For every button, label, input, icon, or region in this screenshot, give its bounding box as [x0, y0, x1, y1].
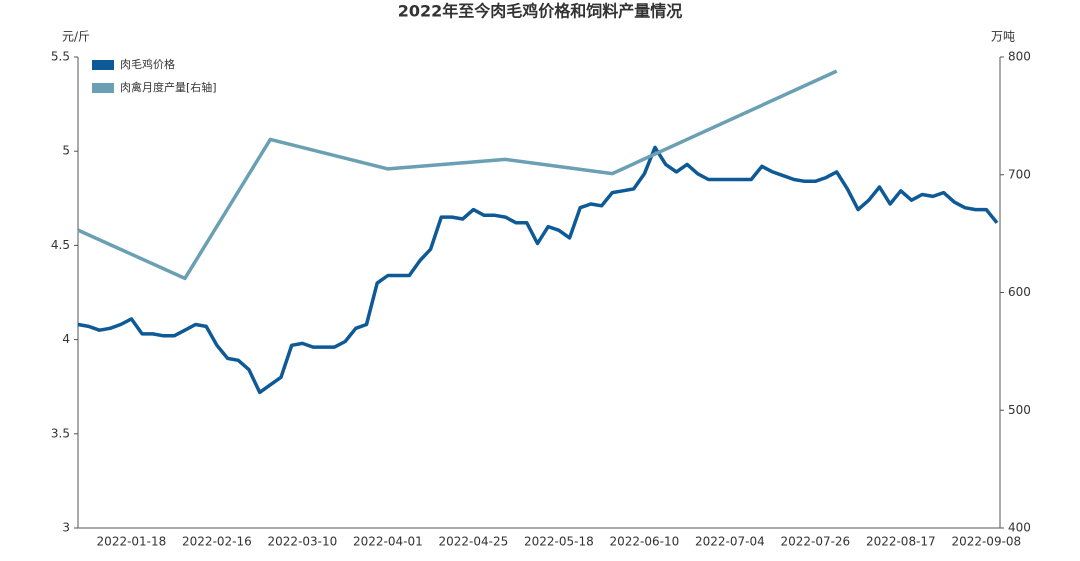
x-tick-label: 2022-06-10: [609, 535, 679, 549]
x-tick-label: 2022-08-17: [866, 535, 936, 549]
legend-swatch: [92, 60, 114, 70]
x-tick-label: 2022-05-18: [524, 535, 594, 549]
legend-swatch: [92, 83, 114, 93]
x-tick-label: 2022-04-25: [439, 535, 509, 549]
x-tick-label: 2022-07-26: [780, 535, 850, 549]
x-tick-label: 2022-07-04: [695, 535, 765, 549]
x-tick-label: 2022-02-16: [182, 535, 252, 549]
y2-tick-label: 500: [1008, 403, 1031, 417]
y-tick-label: 4: [62, 332, 70, 346]
y-axis-title: 元/斤: [62, 30, 90, 44]
y-tick-label: 5: [62, 144, 70, 158]
y-tick-label: 5.5: [51, 50, 70, 64]
y-tick-label: 3.5: [51, 426, 70, 440]
x-tick-label: 2022-01-18: [97, 535, 167, 549]
y-tick-label: 3: [62, 521, 70, 535]
y-tick-label: 4.5: [51, 238, 70, 252]
x-tick-label: 2022-09-08: [951, 535, 1021, 549]
y2-tick-label: 800: [1008, 50, 1031, 64]
line-series: [77, 69, 838, 281]
y2-tick-label: 600: [1008, 285, 1031, 299]
y2-axis-title: 万吨: [991, 30, 1015, 44]
legend-label: 肉禽月度产量[右轴]: [120, 80, 217, 94]
y2-tick-label: 700: [1008, 167, 1031, 181]
x-tick-label: 2022-03-10: [268, 535, 338, 549]
legend-label: 肉毛鸡价格: [120, 57, 175, 71]
line-series: [77, 145, 999, 395]
x-tick-label: 2022-04-01: [353, 535, 423, 549]
chart-title: 2022年至今肉毛鸡价格和饲料产量情况: [398, 2, 683, 21]
y2-tick-label: 400: [1008, 521, 1031, 535]
